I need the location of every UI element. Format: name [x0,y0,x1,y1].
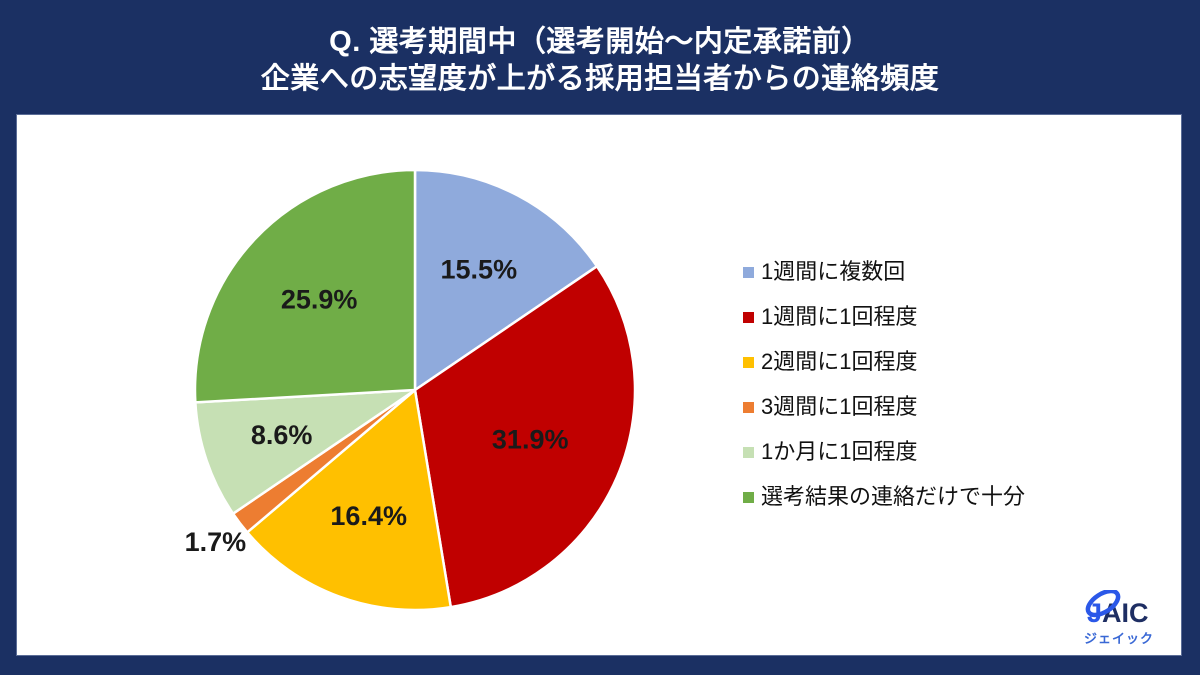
legend-label: 1週間に1回程度 [761,304,918,329]
jaic-logo: JAIC ジェイック [1071,590,1167,647]
legend-label: 選考結果の連絡だけで十分 [761,484,1026,509]
legend-item: 1週間に1回程度 [743,304,1025,330]
legend-item: 2週間に1回程度 [743,349,1025,375]
pie-chart: 15.5% 31.9% 16.4% 1.7% 8.6% 25.9% [185,168,637,612]
legend-label: 1週間に複数回 [761,259,906,284]
legend-swatch-icon [743,401,754,413]
title-banner: Q. 選考期間中（選考開始～内定承諾前） 企業への志望度が上がる採用担当者からの… [0,0,1200,115]
legend-label: 1か月に1回程度 [761,439,918,464]
legend-swatch-icon [743,446,754,458]
legend-item: 1か月に1回程度 [743,439,1025,465]
chart-title-line2: 企業への志望度が上がる採用担当者からの連絡頻度 [260,62,940,95]
pie-value-label: 15.5% [441,255,518,285]
pie-value-label: 16.4% [330,501,407,531]
pie-slice [194,388,417,515]
legend-swatch-icon [743,491,754,503]
pie-value-label: 1.7% [185,527,247,557]
legend-swatch-icon [743,266,754,278]
legend-item: 選考結果の連絡だけで十分 [743,484,1025,510]
legend-label: 2週間に1回程度 [761,349,918,374]
legend-item: 3週間に1回程度 [743,394,1025,420]
legend: 1週間に複数回 1週間に1回程度 2週間に1回程度 3週間に1回程度 1か月に1回程度選… [743,259,1025,529]
chart-panel: 15.5% 31.9% 16.4% 1.7% 8.6% 25.9% 1週間に複数回 1週間に… [17,115,1181,655]
pie-slice [413,168,599,392]
logo-loop-icon [1085,590,1121,618]
jaic-logo-mark: JAIC [1085,590,1149,628]
legend-swatch-icon [743,311,754,323]
pie-value-label: 31.9% [492,424,569,454]
legend-swatch-icon [743,356,754,368]
chart-title-line1: Q. 選考期間中（選考開始～内定承諾前） [329,25,871,58]
pie-slice [193,168,417,404]
pie-value-label: 25.9% [281,284,358,314]
pie-slice [413,265,637,609]
pie-value-label: 8.6% [251,420,313,450]
legend-label: 3週間に1回程度 [761,394,918,419]
logo-subtext: ジェイック [1083,631,1154,646]
pie-slice [246,388,453,612]
legend-item: 1週間に複数回 [743,259,1025,285]
